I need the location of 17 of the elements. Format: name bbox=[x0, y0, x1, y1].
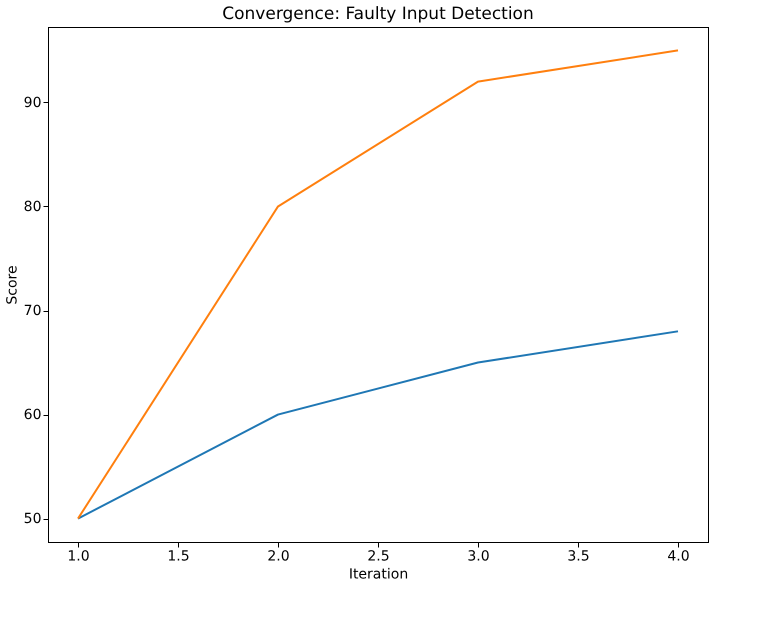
line-series bbox=[77, 49, 679, 520]
x-tick-label: 3.0 bbox=[467, 548, 490, 564]
y-tick-label: 60 bbox=[24, 407, 42, 424]
line-series bbox=[77, 330, 679, 520]
x-tick-label: 2.5 bbox=[367, 548, 390, 564]
x-tick-label: 2.0 bbox=[267, 548, 290, 564]
x-tick-label: 1.0 bbox=[67, 548, 90, 564]
chart-title: Convergence: Faulty Input Detection bbox=[222, 4, 534, 24]
x-axis-title: Iteration bbox=[348, 566, 408, 582]
y-tick-label: 90 bbox=[24, 94, 42, 111]
x-tick-label: 3.5 bbox=[567, 548, 590, 564]
y-tick-label: 70 bbox=[24, 303, 42, 320]
y-axis-title: Score bbox=[4, 265, 21, 305]
y-tick-label: 50 bbox=[24, 511, 42, 528]
y-tick-label: 80 bbox=[24, 198, 42, 215]
x-tick-label: 1.5 bbox=[167, 548, 190, 564]
x-tick-label: 4.0 bbox=[667, 548, 690, 564]
